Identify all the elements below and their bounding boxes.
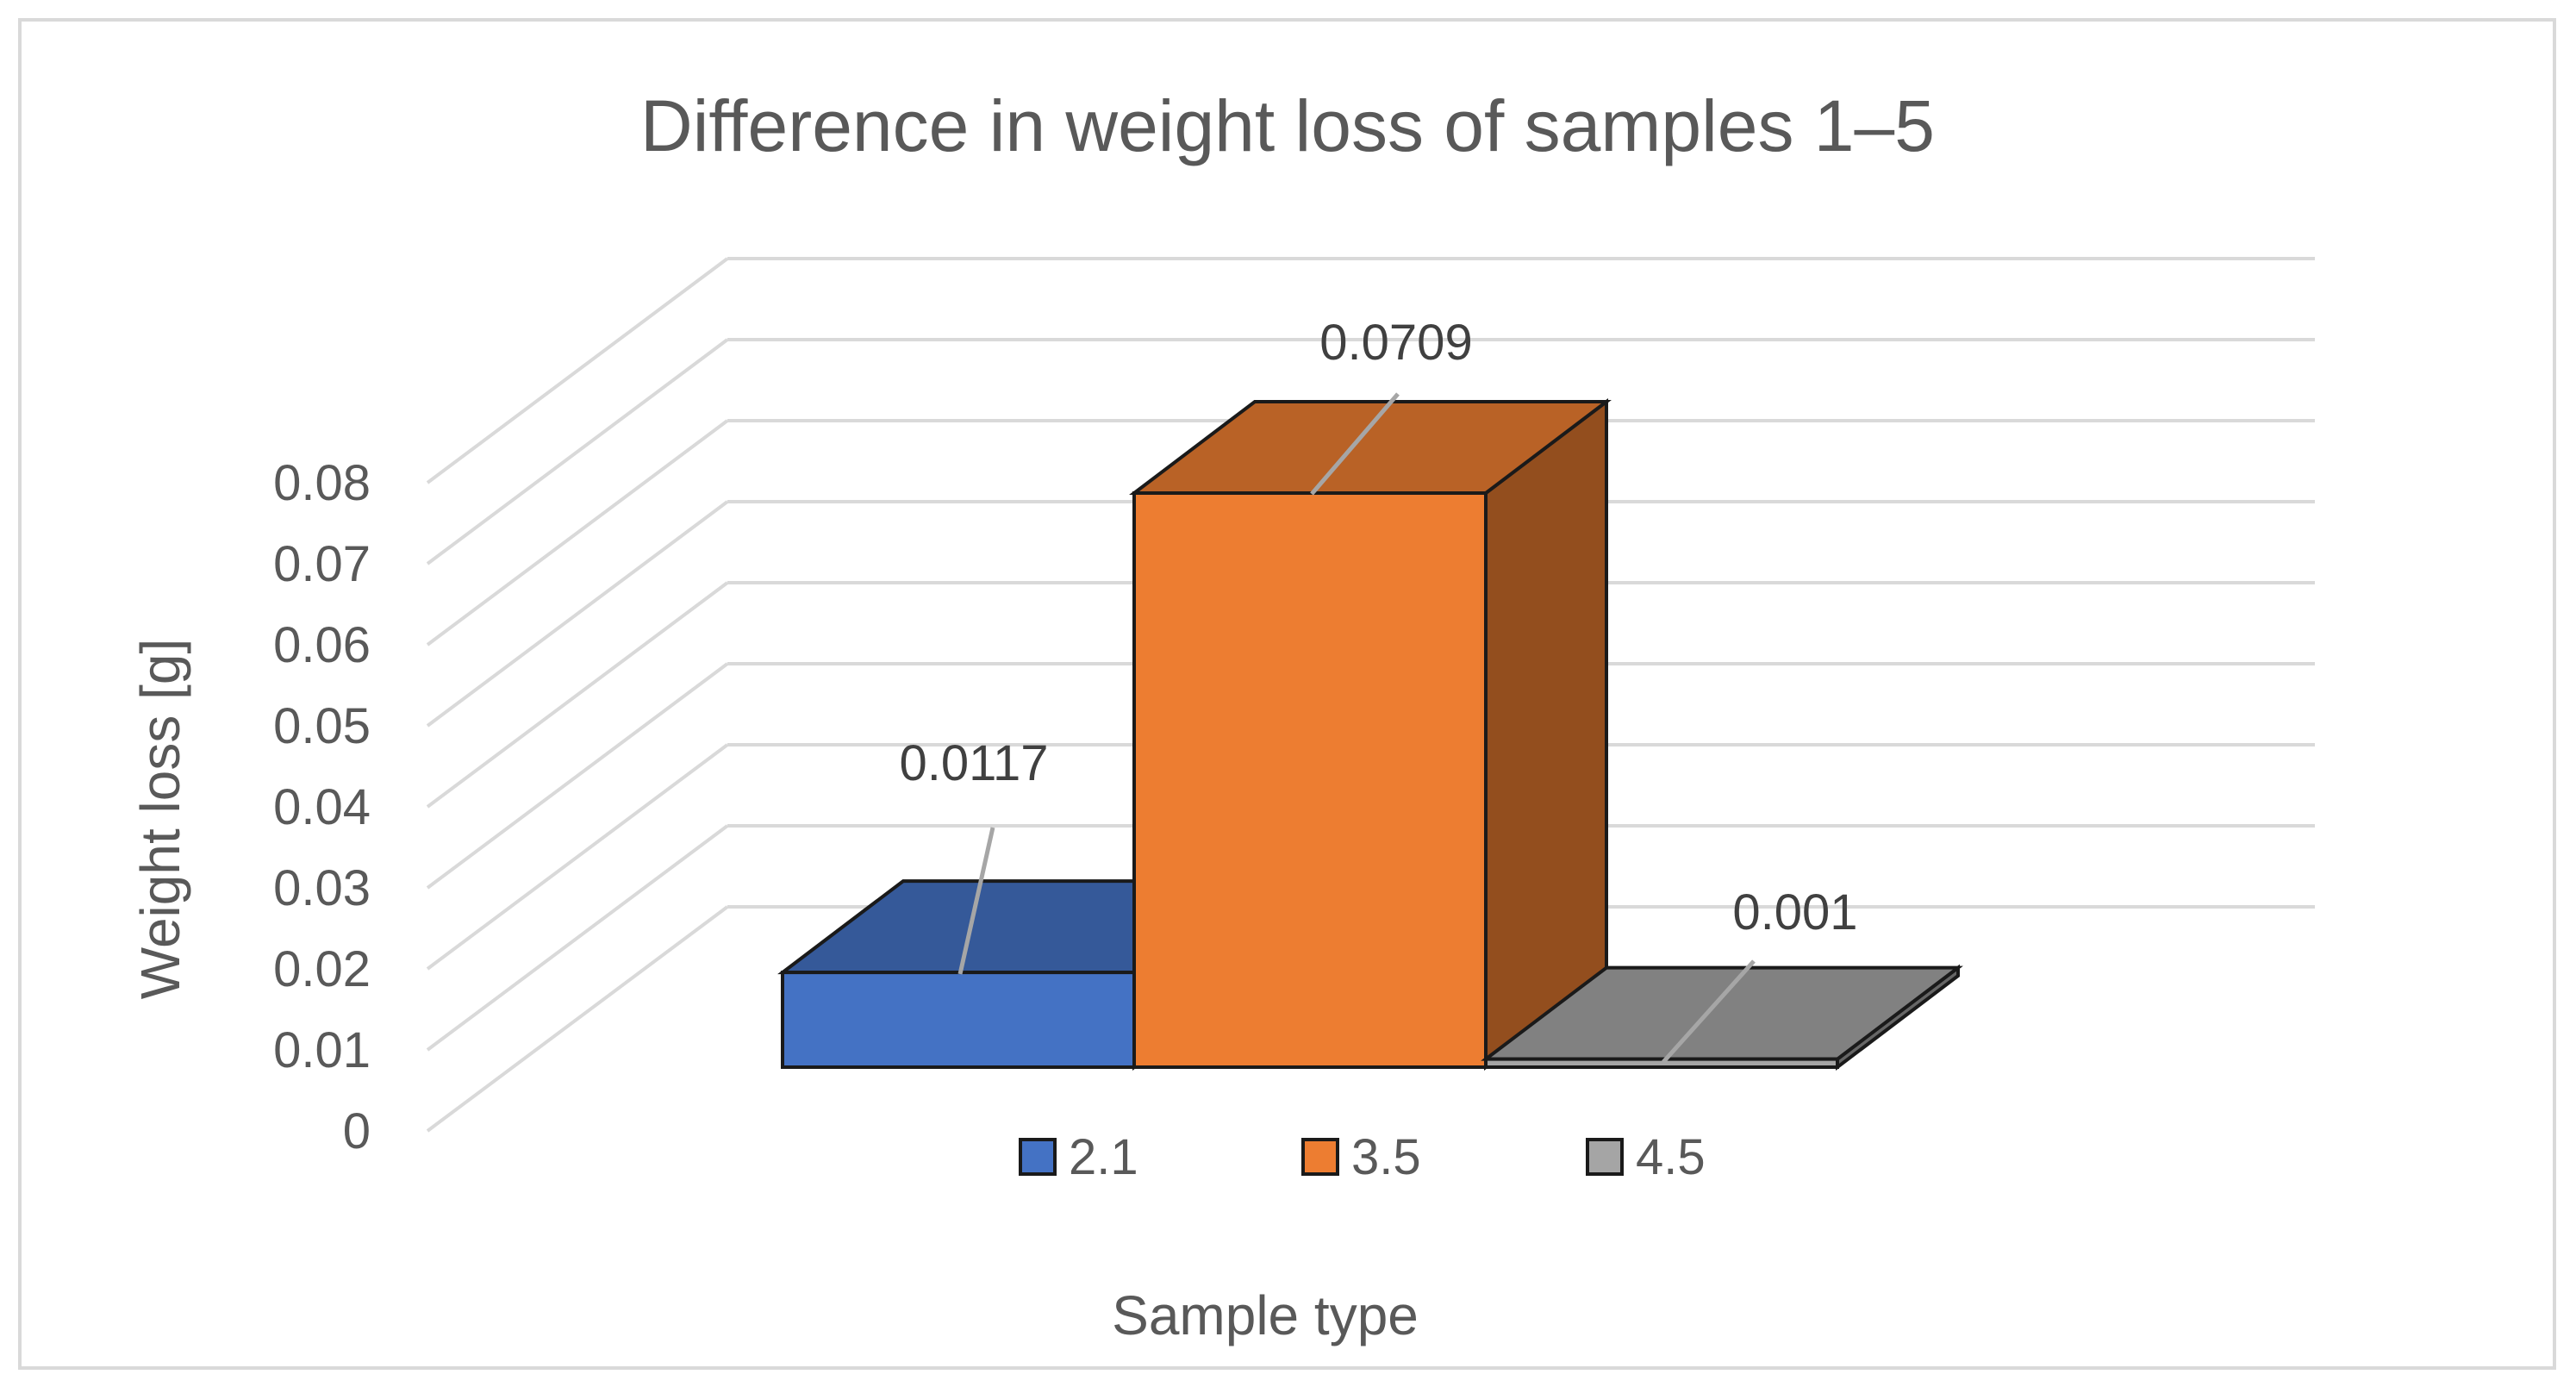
y-tick-label: 0.05 xyxy=(273,698,371,754)
y-tick-label: 0.03 xyxy=(273,860,371,916)
y-tick-label: 0.02 xyxy=(273,941,371,997)
legend-label-2.1: 2.1 xyxy=(1069,1129,1138,1185)
legend-label-4.5: 4.5 xyxy=(1636,1129,1706,1185)
x-axis-title: Sample type xyxy=(1112,1284,1419,1346)
gridline-side xyxy=(426,905,729,1133)
chart-title: Difference in weight loss of samples 1–5 xyxy=(640,85,1935,166)
data-labels: 0.0117 0.0709 0.001 xyxy=(899,315,1858,1064)
bar-3.5-front xyxy=(1132,491,1488,1069)
gridline-side xyxy=(426,581,729,809)
bar-2.1-front xyxy=(781,971,1136,1070)
gridline-side xyxy=(426,662,729,890)
leader-line xyxy=(1662,959,1756,1064)
y-tick-label: 0.08 xyxy=(273,455,371,511)
y-tick-label: 0 xyxy=(343,1103,371,1159)
bar-4.5-front xyxy=(1484,1057,1839,1069)
bar-3.5 xyxy=(1129,397,1612,1071)
legend-label-3.5: 3.5 xyxy=(1351,1129,1421,1185)
data-label-3.5: 0.0709 xyxy=(1319,315,1472,371)
y-tick-label: 0.07 xyxy=(273,536,371,592)
y-tick-label: 0.04 xyxy=(273,779,371,835)
gridline-side xyxy=(426,743,729,971)
bars xyxy=(777,397,1963,1071)
gridline-side xyxy=(426,257,729,484)
y-axis-title: Weight loss [g] xyxy=(129,639,191,1000)
legend: 2.1 3.5 4.5 xyxy=(1019,1129,1706,1185)
bar-3.5-side xyxy=(1484,397,1608,1071)
y-tick-label: 0.01 xyxy=(273,1022,371,1078)
y-tick-label: 0.06 xyxy=(273,617,371,673)
legend-swatch-3.5 xyxy=(1301,1138,1339,1176)
data-label-2.1: 0.0117 xyxy=(899,735,1048,791)
bar-4.5 xyxy=(1481,964,1963,1071)
legend-swatch-4.5 xyxy=(1586,1138,1624,1176)
legend-swatch-2.1 xyxy=(1019,1138,1057,1176)
leader-line xyxy=(957,827,995,975)
gridline-side xyxy=(426,500,729,728)
data-label-4.5: 0.001 xyxy=(1732,884,1857,940)
gridline-side xyxy=(426,338,729,565)
y-axis-ticks: 0 0.01 0.02 0.03 0.04 0.05 0.06 0.07 0.08 xyxy=(273,455,371,1159)
gridline-side xyxy=(426,824,729,1052)
gridline-side xyxy=(426,419,729,647)
leader-line xyxy=(1310,392,1400,496)
